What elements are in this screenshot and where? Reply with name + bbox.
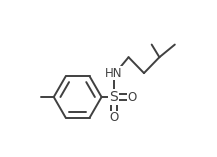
Text: O: O <box>128 90 137 103</box>
Text: HN: HN <box>105 67 123 80</box>
Text: O: O <box>109 111 118 124</box>
Text: S: S <box>110 90 118 104</box>
